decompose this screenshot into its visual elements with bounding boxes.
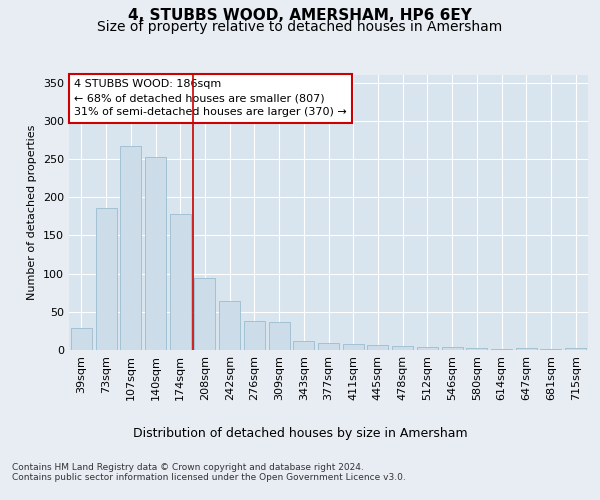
Text: Size of property relative to detached houses in Amersham: Size of property relative to detached ho… (97, 20, 503, 34)
Bar (516, 348, 537, 350)
Bar (417, 347, 438, 350)
Bar (565, 348, 586, 350)
Bar (95, 208, 116, 350)
Bar (120, 146, 141, 350)
Bar (244, 321, 265, 350)
Bar (293, 341, 314, 350)
Bar (466, 348, 487, 350)
Text: Contains HM Land Registry data © Crown copyright and database right 2024.
Contai: Contains HM Land Registry data © Crown c… (12, 462, 406, 482)
Text: Distribution of detached houses by size in Amersham: Distribution of detached houses by size … (133, 428, 467, 440)
Bar (269, 322, 290, 350)
Bar (194, 278, 215, 350)
Bar (392, 346, 413, 350)
Text: 4 STUBBS WOOD: 186sqm
← 68% of detached houses are smaller (807)
31% of semi-det: 4 STUBBS WOOD: 186sqm ← 68% of detached … (74, 79, 347, 117)
Bar (170, 214, 191, 350)
Bar (541, 349, 562, 350)
Bar (367, 346, 388, 350)
Bar (318, 343, 339, 350)
Bar (491, 349, 512, 350)
Bar (145, 158, 166, 350)
Bar (219, 301, 240, 350)
Text: 4, STUBBS WOOD, AMERSHAM, HP6 6EY: 4, STUBBS WOOD, AMERSHAM, HP6 6EY (128, 8, 472, 22)
Y-axis label: Number of detached properties: Number of detached properties (28, 125, 37, 300)
Bar (442, 347, 463, 350)
Bar (71, 328, 92, 350)
Bar (343, 344, 364, 350)
